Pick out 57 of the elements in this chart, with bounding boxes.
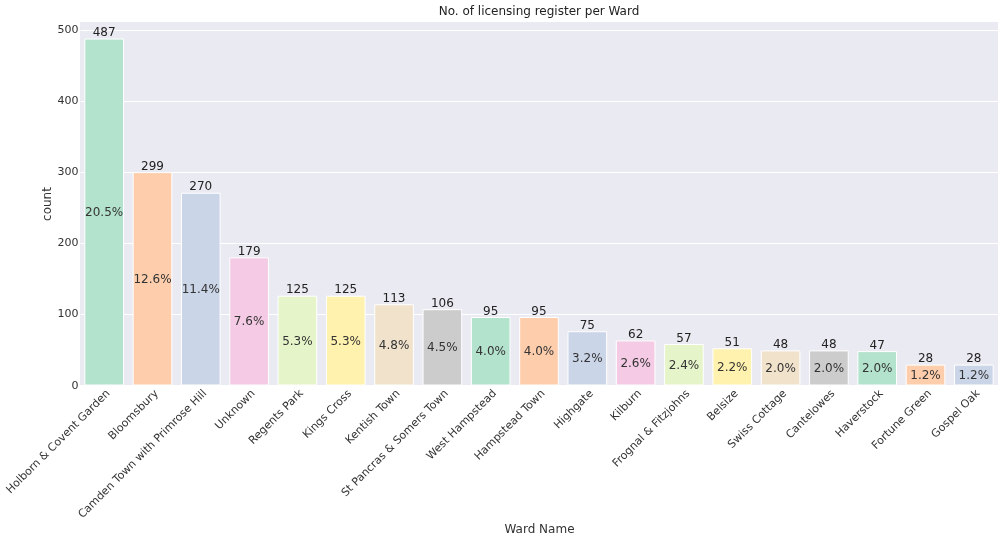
y-tick-label: 500 [57, 23, 79, 37]
data-label: 62 [627, 326, 644, 341]
data-label: 47 [869, 337, 885, 352]
annotation: 5.3% [282, 333, 313, 348]
annotation: 7.6% [233, 314, 265, 329]
y-tick-label: 400 [57, 94, 79, 108]
bar [712, 348, 753, 386]
y-axis-title: count [39, 186, 54, 221]
data-label: 28 [966, 351, 982, 366]
bar [470, 317, 511, 386]
annotation: 1.2% [958, 368, 990, 383]
bar [567, 331, 608, 386]
y-tick-label: 300 [57, 165, 79, 179]
annotation: 2.0% [813, 360, 845, 375]
bar [760, 350, 801, 386]
data-label: 179 [237, 243, 261, 258]
data-label: 51 [724, 334, 740, 349]
annotation: 4.0% [475, 344, 506, 359]
data-label: 28 [917, 351, 934, 366]
annotation: 2.2% [717, 359, 748, 374]
bar [664, 344, 704, 386]
annotation: 11.4% [181, 282, 220, 297]
data-label: 48 [772, 336, 789, 351]
data-label: 299 [141, 158, 164, 173]
annotation: 4.0% [523, 344, 555, 359]
data-label: 95 [483, 303, 499, 318]
annotation: 5.3% [330, 333, 361, 348]
annotation: 2.6% [620, 355, 651, 370]
data-label: 125 [334, 282, 358, 297]
y-tick-label: 100 [57, 307, 79, 321]
x-axis-title: Ward Name [504, 522, 575, 537]
chart-title: No. of licensing register per Ward [438, 4, 640, 18]
bar [519, 317, 559, 386]
data-label: 48 [821, 336, 837, 351]
y-tick-label: 0 [71, 378, 79, 392]
data-label: 95 [531, 303, 547, 318]
bar [809, 350, 849, 386]
bar [615, 340, 656, 386]
annotation: 2.0% [861, 361, 893, 376]
data-label: 113 [382, 290, 406, 305]
annotation: 2.0% [765, 360, 796, 375]
bar [857, 351, 898, 386]
bar [905, 364, 946, 386]
data-label: 487 [92, 25, 116, 40]
annotation: 3.2% [572, 351, 603, 366]
annotation: 20.5% [85, 205, 124, 220]
annotation: 4.8% [378, 337, 410, 352]
data-label: 75 [579, 317, 595, 332]
annotation: 4.5% [427, 340, 458, 355]
annotation: 12.6% [133, 271, 172, 286]
data-label: 57 [676, 330, 692, 345]
y-tick-label: 200 [57, 236, 79, 250]
data-label: 125 [285, 282, 309, 297]
data-label: 270 [189, 179, 213, 194]
annotation: 2.4% [668, 357, 700, 372]
annotation: 1.2% [910, 368, 941, 383]
data-label: 106 [430, 295, 454, 310]
